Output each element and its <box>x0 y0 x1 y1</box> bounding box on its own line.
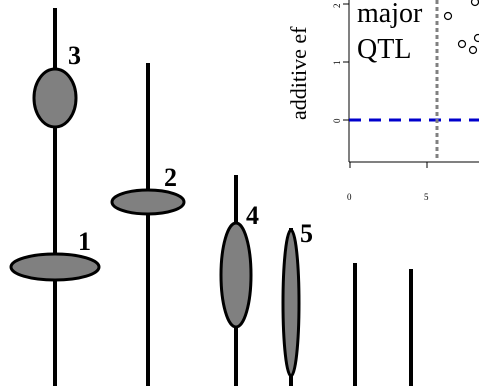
data-point <box>443 11 453 21</box>
data-point <box>473 33 479 43</box>
qtl-5-label: 5 <box>300 219 313 248</box>
inset-ytick-label-2: 2 <box>332 4 342 9</box>
inset-background <box>290 0 479 165</box>
qtl-2-ellipse <box>110 188 186 216</box>
inset-ytick-label-1: 1 <box>332 61 342 66</box>
qtl-4-ellipse <box>219 221 253 329</box>
inset-xtick-label-0: 0 <box>347 192 352 202</box>
major-qtl-label-line2: QTL <box>357 34 411 65</box>
major-qtl-label-line1: major <box>357 0 423 29</box>
qtl-5-ellipse <box>281 228 301 378</box>
qtl-1-label: 1 <box>78 227 91 256</box>
data-point <box>457 39 467 49</box>
qtl-1-ellipse <box>9 252 101 282</box>
inset-ytick-label-0: 0 <box>332 118 342 123</box>
inset-xtick-label-5: 5 <box>424 192 429 202</box>
inset-y-axis-label: additive ef <box>286 26 311 120</box>
data-point <box>468 45 478 55</box>
qtl-3-ellipse <box>32 67 78 129</box>
qtl-4-label: 4 <box>246 201 259 230</box>
qtl-2-label: 2 <box>164 163 177 192</box>
qtl-3-label: 3 <box>68 41 81 70</box>
effect-inset-plot: additive ef 0 1 2 0 5 major QTL <box>286 0 479 202</box>
